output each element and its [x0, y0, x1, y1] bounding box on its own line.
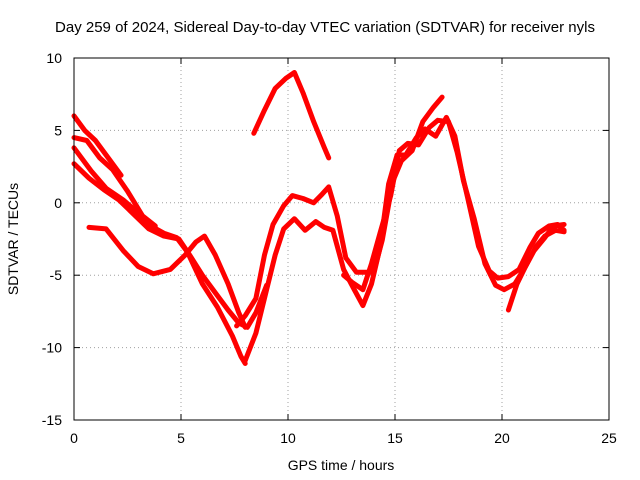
x-tick-label: 15	[387, 430, 403, 446]
x-tick-label: 20	[494, 430, 510, 446]
y-tick-label: 10	[46, 50, 62, 66]
y-tick-label: -5	[50, 267, 63, 283]
y-axis-label: SDTVAR / TECUs	[5, 183, 21, 295]
data-series	[71, 70, 567, 366]
x-tick-label: 25	[601, 430, 617, 446]
chart-title: Day 259 of 2024, Sidereal Day-to-day VTE…	[55, 19, 595, 36]
y-tick-label: 0	[54, 195, 62, 211]
axis-ticks: 0 5 10 15 20 25 10 5 0 -5 -10 -15	[42, 50, 617, 446]
y-tick-label: -10	[42, 340, 62, 356]
series-arc-9	[341, 117, 567, 293]
series-arc-10	[505, 222, 567, 313]
series-arc-5	[86, 224, 248, 330]
x-tick-label: 5	[177, 430, 185, 446]
x-axis-label: GPS time / hours	[288, 457, 395, 473]
x-tick-label: 10	[280, 430, 296, 446]
y-tick-label: 5	[54, 122, 62, 138]
y-tick-label: -15	[42, 412, 62, 428]
series-arc-8	[242, 114, 567, 364]
plot-frame	[73, 57, 610, 421]
series-arc-1	[71, 113, 124, 178]
series-arc-6	[251, 70, 332, 161]
x-tick-label: 0	[70, 430, 78, 446]
